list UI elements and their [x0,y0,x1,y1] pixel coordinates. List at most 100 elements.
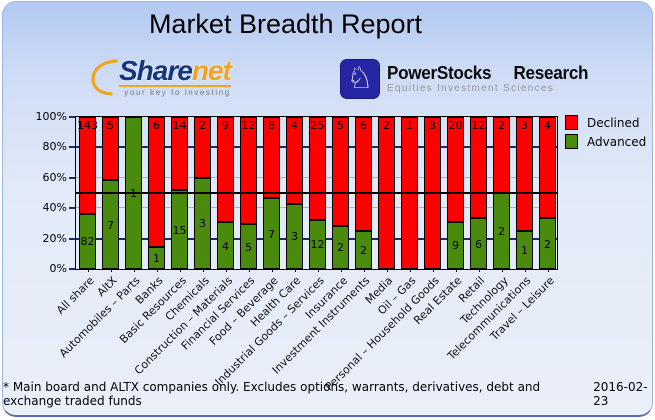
y-axis-label: 100% [35,110,67,123]
x-axis-tick [110,269,112,272]
declined-segment: 4 [286,117,303,204]
x-axis-tick [294,269,296,272]
declined-segment: 2 [194,117,211,178]
y-axis-label: 40% [42,201,67,215]
legend-swatch-advanced [565,134,578,149]
declined-value-label: 4 [291,119,298,132]
advanced-segment: 12 [309,219,326,269]
declined-value-label: 4 [544,119,551,132]
declined-segment: 3 [516,117,533,231]
declined-segment: 5 [332,117,349,226]
x-axis-tick [478,269,480,272]
x-axis-tick [202,269,204,272]
x-axis-tick [386,269,388,272]
declined-value-label: 3 [429,119,436,132]
bar-column: 143 82 [77,117,98,269]
advanced-segment: 2 [539,218,556,269]
y-axis-tick [69,116,75,118]
knight-chess-icon: ♘ [340,59,380,99]
x-axis-tick [271,269,273,272]
x-axis-tick [87,269,89,272]
declined-value-label: 8 [268,119,275,132]
declined-value-label: 20 [448,119,463,132]
declined-value-label: 143 [77,119,98,132]
declined-segment: 8 [263,117,280,199]
advanced-segment: 2 [355,231,372,269]
advanced-value-label: 5 [245,240,252,254]
advanced-segment: 2 [332,225,349,269]
sharenet-swoosh-icon [91,59,118,96]
declined-value-label: 9 [222,119,229,132]
declined-value-label: 6 [360,119,367,132]
declined-segment: 25 [309,117,326,220]
advanced-value-label: 6 [475,237,482,251]
declined-segment: 6 [355,117,372,231]
x-axis-tick [547,269,549,272]
declined-value-label: 25 [310,119,325,132]
declined-value-label: 5 [337,119,344,132]
x-axis-tick [409,269,411,272]
sharenet-text-share: Share [119,55,193,86]
advanced-segment: 5 [240,224,257,269]
advanced-value-label: 3 [199,217,206,231]
declined-segment: 12 [470,117,487,219]
advanced-value-label: 1 [153,252,160,266]
advanced-value-label: 7 [107,218,114,232]
powerstocks-logo: ♘ PowerStocks Research Equities Investme… [340,59,599,99]
bar-column: 25 12 [309,117,326,269]
legend-swatch-declined [565,115,578,130]
legend-row: Advanced [565,132,646,151]
declined-segment: 12 [240,117,257,225]
advanced-segment: 2 [493,193,510,269]
x-axis-tick [501,269,503,272]
y-axis-label: 80% [42,140,67,154]
declined-value-label: 14 [172,119,187,132]
advanced-value-label: 2 [544,237,551,251]
x-axis-tick [248,269,250,272]
advanced-value-label: 82 [80,235,95,249]
advanced-segment: 82 [79,213,96,269]
footer: * Main board and ALTX companies only. Ex… [3,380,652,408]
report-date: 2016-02-23 [593,380,648,408]
x-axis-tick [432,269,434,272]
advanced-segment: 9 [447,221,464,269]
declined-segment: 14 [171,117,188,191]
x-axis-tick [524,269,526,272]
sharenet-text: Sharenet [119,55,232,86]
y-axis-tick [69,146,75,149]
x-axis-tick [133,269,135,272]
bar-column: 14 15 [171,117,188,269]
y-axis-label: 20% [42,231,67,245]
advanced-value-label: 12 [310,238,325,252]
advanced-value-label: 2 [337,241,344,255]
declined-segment: 4 [539,117,556,219]
advanced-value-label: 9 [452,239,459,253]
sharenet-logo: Sharenet your key to investing [89,55,232,98]
y-axis-label: 0% [49,262,67,275]
x-axis-tick [363,269,365,272]
y-axis-tick [69,237,75,240]
advanced-value-label: 3 [291,230,298,244]
advanced-segment: 15 [171,190,188,269]
page-title: Market Breadth Report [148,9,423,39]
declined-value-label: 6 [153,119,160,132]
midline-50 [76,192,557,194]
advanced-segment: 3 [194,177,211,269]
x-axis-tick [455,269,457,272]
bar-column: 20 9 [447,117,464,269]
advanced-value-label: 15 [172,223,187,237]
bar-column: 12 5 [240,117,257,269]
sharenet-tagline: your key to investing [119,85,231,97]
declined-segment: 9 [217,117,234,223]
